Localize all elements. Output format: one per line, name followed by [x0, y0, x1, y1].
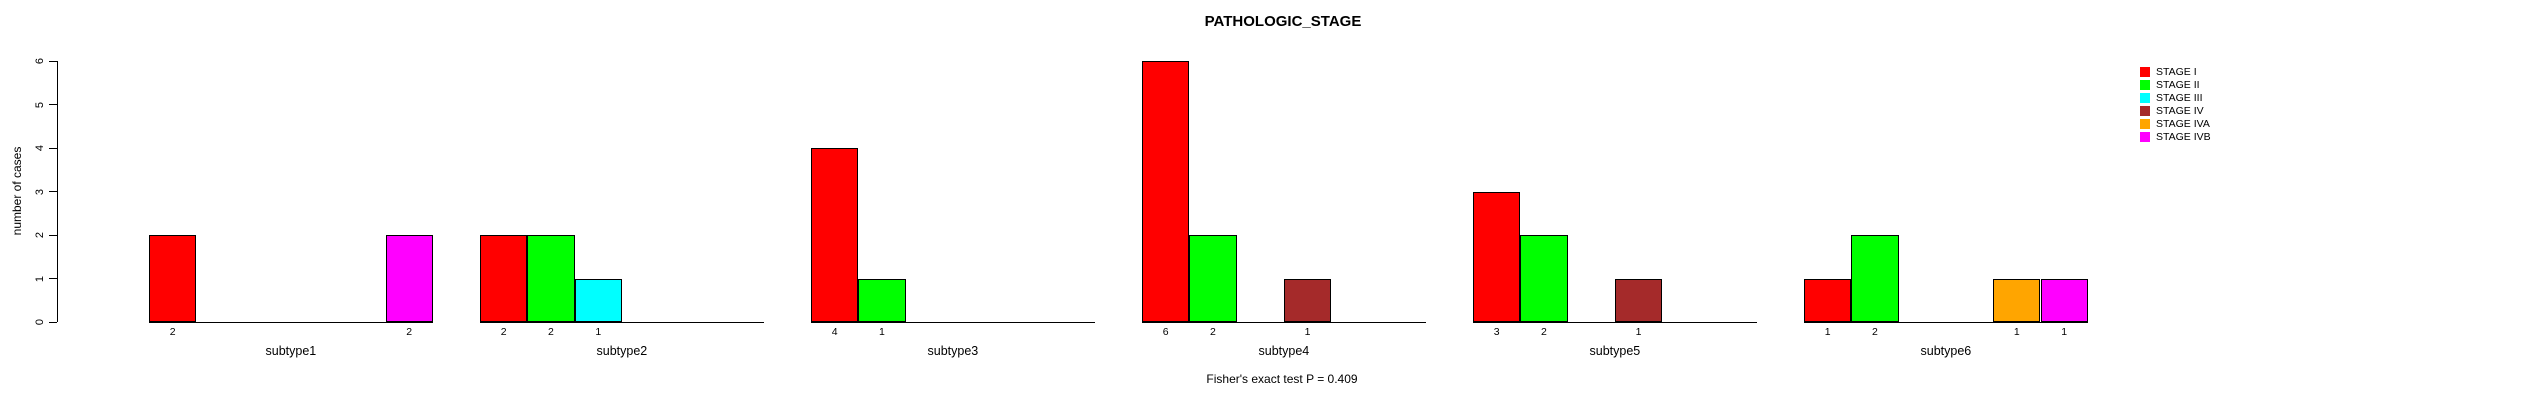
bar-value-label: 2 — [406, 326, 413, 338]
legend-label: STAGE I — [2156, 66, 2197, 78]
chart-title: PATHOLOGIC_STAGE — [1204, 13, 1362, 30]
bar — [811, 148, 859, 322]
bar-value-label: 1 — [595, 326, 602, 338]
bar — [1283, 278, 1332, 322]
bar-value-label: 2 — [548, 326, 554, 338]
footnote: Fisher's exact test P = 0.409 — [1206, 372, 1358, 386]
bar-value-label: 1 — [1635, 326, 1642, 338]
y-tick-label: 2 — [34, 231, 46, 239]
legend-swatch — [2140, 67, 2150, 77]
y-tick — [49, 104, 57, 105]
legend-label: STAGE IVA — [2156, 117, 2210, 130]
legend-label: STAGE IV — [2156, 104, 2204, 117]
group-baseline — [1804, 322, 2088, 323]
bar-value-label: 1 — [1824, 326, 1831, 338]
bar-value-label: 1 — [2013, 326, 2020, 338]
bar — [1142, 61, 1190, 322]
group-baseline — [811, 322, 1095, 323]
y-tick-label: 6 — [34, 57, 46, 65]
bar — [1804, 278, 1852, 322]
bar — [1993, 278, 2041, 322]
bar — [1189, 235, 1237, 322]
bar — [527, 235, 575, 322]
bar-value-label: 2 — [500, 326, 507, 338]
bar-value-label: 1 — [879, 326, 885, 338]
bar-value-label: 2 — [1872, 326, 1878, 338]
bar — [2040, 278, 2088, 322]
y-tick — [49, 60, 57, 62]
legend-swatch — [2140, 92, 2150, 103]
bar — [1614, 278, 1663, 322]
bar — [1851, 235, 1899, 322]
group-label: subtype3 — [927, 344, 979, 358]
group-baseline — [1473, 322, 1757, 323]
y-tick-label: 3 — [34, 188, 46, 195]
bar-value-label: 4 — [831, 326, 838, 338]
y-tick-label: 1 — [34, 275, 46, 282]
bar — [1520, 235, 1568, 322]
legend-label: STAGE IVB — [2156, 130, 2211, 143]
group-baseline — [1142, 322, 1426, 323]
legend-label: STAGE II — [2156, 78, 2200, 91]
legend-swatch — [2140, 118, 2150, 129]
bar — [574, 278, 622, 322]
group-baseline — [480, 322, 764, 323]
bar-value-label: 1 — [2061, 326, 2068, 338]
y-tick-label: 4 — [34, 144, 46, 152]
legend-swatch — [2140, 131, 2150, 142]
bar-value-label: 2 — [1210, 326, 1216, 338]
bar — [1473, 191, 1521, 322]
group-label: subtype6 — [1920, 344, 1972, 358]
group-baseline — [149, 322, 433, 323]
legend-swatch — [2140, 79, 2150, 90]
y-axis-line — [57, 61, 58, 322]
bar-value-label: 2 — [1541, 326, 1547, 338]
y-axis-label: number of cases — [10, 146, 24, 236]
bar — [149, 235, 197, 322]
legend-label: STAGE III — [2156, 91, 2203, 104]
y-tick — [49, 278, 57, 279]
bar — [385, 235, 433, 322]
bar — [480, 235, 528, 322]
bar-value-label: 3 — [1493, 326, 1500, 338]
y-tick-label: 0 — [34, 318, 46, 326]
bar-value-label: 6 — [1162, 326, 1169, 338]
group-label: subtype4 — [1258, 344, 1310, 358]
y-tick — [49, 191, 57, 192]
legend-swatch — [2140, 105, 2150, 116]
y-tick — [49, 147, 57, 149]
bar — [858, 278, 906, 322]
y-tick — [49, 321, 57, 323]
y-tick — [49, 234, 57, 236]
y-tick-label: 5 — [34, 101, 46, 108]
group-label: subtype1 — [265, 344, 317, 358]
bar-value-label: 1 — [1304, 326, 1311, 338]
group-label: subtype2 — [596, 344, 648, 358]
group-label: subtype5 — [1589, 344, 1641, 358]
bar-value-label: 2 — [169, 326, 176, 338]
